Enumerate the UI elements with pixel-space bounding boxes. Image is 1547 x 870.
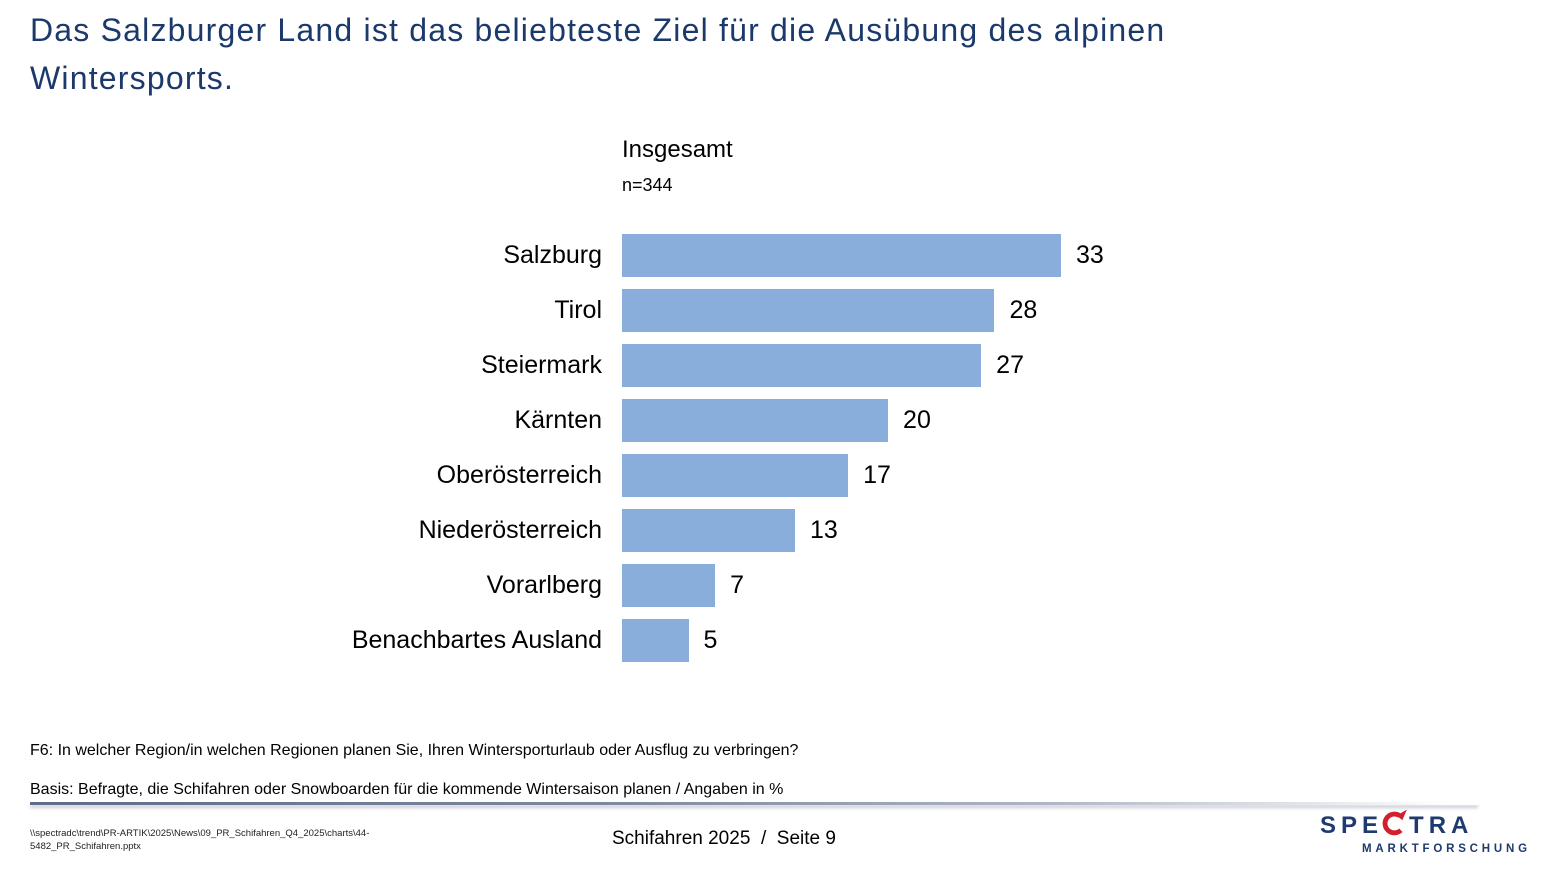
bar-value: 28	[1009, 296, 1038, 324]
bar	[622, 289, 995, 332]
slide-title: Das Salzburger Land ist das beliebteste …	[30, 12, 1166, 96]
bar-label: Steiermark	[481, 351, 602, 379]
chart-row: Vorarlberg 7	[0, 564, 1547, 607]
chart-row: Tirol 28	[0, 289, 1547, 332]
chart-header: Insgesamt n=344	[622, 136, 733, 196]
chart-sample-size: n=344	[622, 175, 673, 195]
bar-value: 17	[863, 461, 891, 489]
bar-value: 5	[703, 626, 718, 654]
logo-brand: SPE TRA	[1320, 809, 1531, 840]
file-path: \\spectradc\trend\PR-ARTIK\2025\News\09_…	[30, 827, 390, 853]
bar	[622, 564, 716, 607]
bar-value: 7	[730, 571, 745, 599]
bar-label: Oberösterreich	[436, 461, 602, 489]
bar-value: 27	[996, 351, 1024, 379]
bar	[622, 509, 795, 552]
chart-row: Niederösterreich 13	[0, 509, 1547, 552]
chart-rows: Salzburg 33 Tirol 28 Steiermark 27 Kärnten 20 Ob…	[0, 234, 1547, 674]
bar	[622, 234, 1061, 277]
logo-subtitle: MARKTFORSCHUNG	[1362, 843, 1531, 855]
bar-label: Vorarlberg	[486, 571, 602, 599]
file-path-line2: 5482_PR_Schifahren.pptx	[30, 841, 141, 852]
footnote-basis: Basis: Befragte, die Schifahren oder Sno…	[30, 781, 784, 798]
bar-label: Salzburg	[503, 241, 602, 269]
spectra-logo: SPE TRA MARKTFORSCHUNG	[1320, 809, 1531, 855]
bar-label: Niederösterreich	[418, 516, 602, 544]
chart-row: Salzburg 33	[0, 234, 1547, 277]
bar	[622, 344, 982, 387]
bar-value: 20	[903, 406, 931, 434]
bar	[622, 619, 689, 662]
bar-value: 33	[1076, 241, 1104, 269]
logo-brand-pre: SPE	[1320, 812, 1384, 839]
chart-group-label: Insgesamt	[622, 136, 733, 163]
bar-label: Tirol	[554, 296, 602, 324]
footer-divider	[30, 802, 1478, 805]
page-info: Schifahren 2025 / Seite 9	[612, 828, 836, 849]
bar-label: Benachbartes Ausland	[351, 626, 602, 654]
logo-brand-post: TRA	[1409, 812, 1474, 839]
bar	[622, 454, 849, 497]
chart-row: Oberösterreich 17	[0, 454, 1547, 497]
file-path-line1: \\spectradc\trend\PR-ARTIK\2025\News\09_…	[30, 828, 370, 839]
chart-row: Benachbartes Ausland 5	[0, 619, 1547, 662]
bar-label: Kärnten	[514, 406, 602, 434]
footnote-question: F6: In welcher Region/in welchen Regione…	[30, 742, 799, 759]
swoosh-c-icon	[1382, 809, 1407, 836]
bar	[622, 399, 889, 442]
chart-row: Steiermark 27	[0, 344, 1547, 387]
chart-row: Kärnten 20	[0, 399, 1547, 442]
bar-value: 13	[809, 516, 838, 544]
